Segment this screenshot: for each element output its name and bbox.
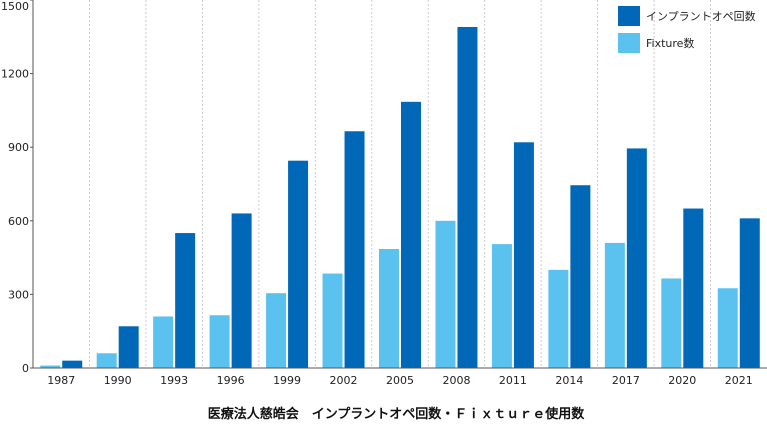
x-tick-label: 1993 (160, 374, 188, 387)
bars (40, 26, 760, 369)
x-tick-labels: 1987 1990 1993 1996 1999 2002 2005 2008 2011 2014… (47, 374, 753, 387)
x-tick-label: 2005 (386, 374, 414, 387)
bar-implant-ops-1993 (175, 233, 196, 368)
legend-swatch-fixture (618, 33, 640, 53)
x-tick-label: 2002 (330, 374, 358, 387)
bar-implant-ops-1999 (288, 160, 309, 368)
y-tick-label: 900 (8, 141, 29, 154)
x-tick-label: 2011 (499, 374, 527, 387)
bar-implant-ops-2014 (570, 185, 591, 368)
bar-fixture-2020 (661, 278, 682, 368)
bar-implant-ops-2011 (513, 142, 534, 368)
y-tick-labels: 0 300 600 900 1200 1500 (1, 0, 29, 375)
x-tick-label: 1996 (217, 374, 245, 387)
bar-fixture-1993 (153, 316, 174, 368)
y-tick-label: 0 (22, 362, 29, 375)
y-tick-label: 1200 (1, 68, 29, 81)
bar-fixture-2005 (379, 249, 399, 368)
axes (30, 0, 767, 369)
y-tick-label: 600 (8, 215, 29, 228)
bar-implant-ops-2020 (683, 208, 704, 368)
bar-fixture-2021 (717, 288, 738, 368)
bar-implant-ops-1987 (62, 360, 83, 368)
bar-implant-ops-2005 (401, 101, 421, 369)
bar-implant-ops-1996 (231, 213, 252, 368)
legend-label-fixture: Fixture数 (646, 37, 694, 50)
legend-label-implant-ops: インプラントオペ回数 (646, 10, 756, 23)
x-tick-label: 2014 (555, 374, 583, 387)
grid-lines (89, 0, 711, 368)
bar-implant-ops-2017 (626, 148, 647, 368)
bar-fixture-2008 (435, 220, 456, 368)
bar-fixture-1987 (40, 365, 61, 368)
bar-fixture-2002 (322, 273, 343, 368)
y-tick-label: 1500 (1, 0, 29, 13)
bar-fixture-1990 (96, 353, 117, 368)
x-tick-label: 2021 (725, 374, 753, 387)
bar-fixture-1999 (266, 293, 287, 368)
legend: インプラントオペ回数 Fixture数 (618, 6, 756, 53)
bar-implant-ops-2021 (739, 218, 760, 368)
chart-caption: 医療法人慈皓会 インプラントオペ回数・Ｆｉｘｔｕｒｅ使用数 (208, 406, 586, 422)
bar-fixture-1996 (209, 315, 230, 368)
bar-fixture-2011 (491, 244, 512, 368)
bar-fixture-2014 (548, 269, 569, 368)
bar-implant-ops-2008 (457, 26, 478, 369)
bar-fixture-2017 (604, 242, 625, 368)
x-tick-label: 1999 (273, 374, 301, 387)
x-tick-label: 2020 (668, 374, 696, 387)
x-tick-label: 1987 (47, 374, 75, 387)
legend-swatch-implant-ops (618, 6, 640, 26)
x-tick-label: 2008 (442, 374, 470, 387)
bar-implant-ops-2002 (344, 131, 365, 368)
x-tick-label: 2017 (612, 374, 640, 387)
y-tick-label: 300 (8, 288, 29, 301)
bar-implant-ops-1990 (118, 326, 139, 368)
x-tick-label: 1990 (104, 374, 132, 387)
